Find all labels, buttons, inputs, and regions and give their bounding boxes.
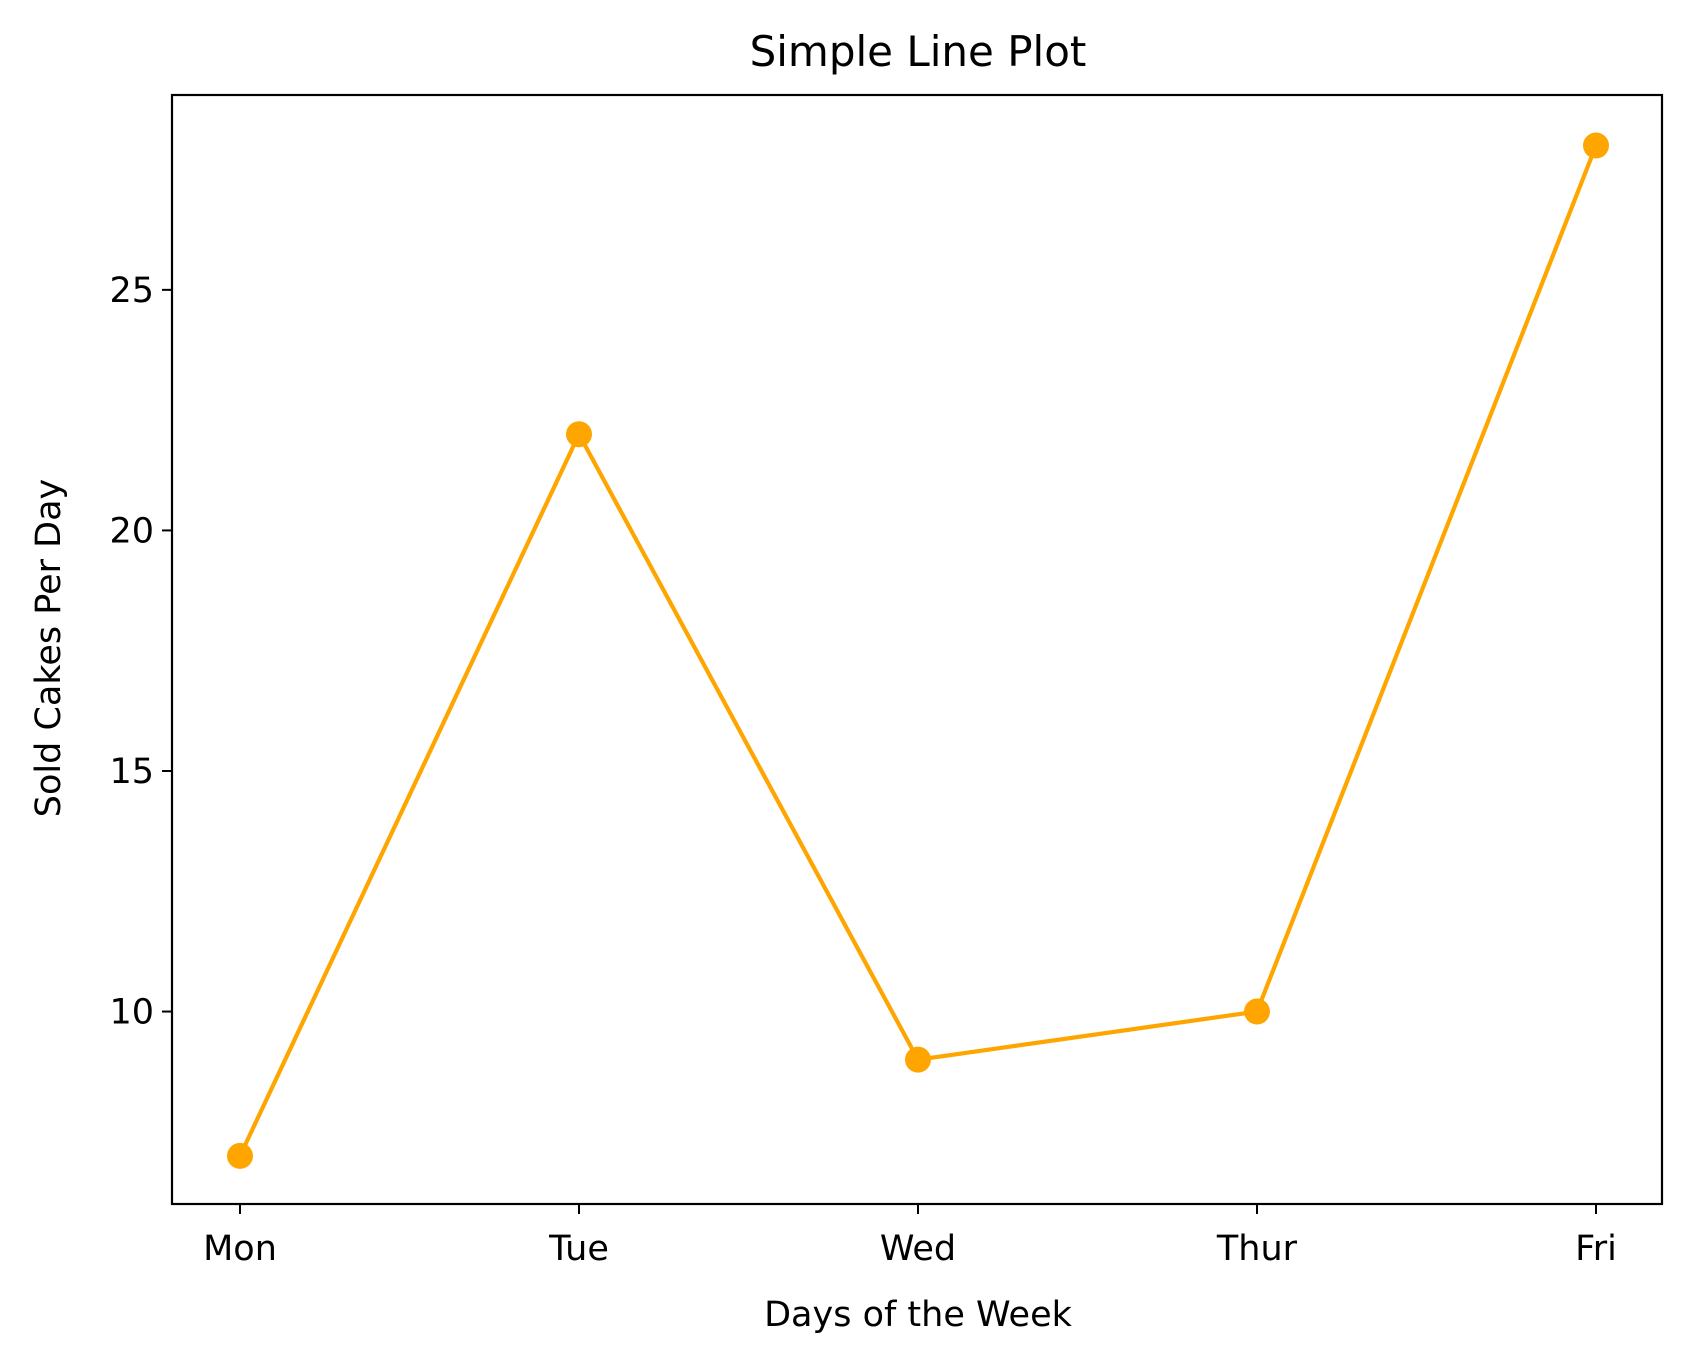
data-point (566, 421, 592, 448)
y-axis: 10 15 20 25 (109, 271, 172, 1033)
y-tick-label: 15 (109, 752, 154, 792)
x-axis: Mon Tue Wed Thur Fri (203, 1204, 1617, 1269)
series-layer (227, 132, 1609, 1169)
x-axis-label: Days of the Week (764, 1295, 1073, 1335)
data-point (1244, 998, 1270, 1025)
data-point (227, 1142, 253, 1169)
y-axis-label: Sold Cakes Per Day (29, 479, 69, 818)
x-tick-label: Thur (1216, 1229, 1298, 1269)
x-tick-label: Wed (880, 1229, 956, 1269)
y-tick-label: 10 (109, 993, 154, 1033)
x-tick-label: Mon (203, 1229, 277, 1269)
data-point (905, 1046, 931, 1073)
x-tick-label: Fri (1575, 1229, 1617, 1269)
data-point (1583, 132, 1609, 159)
x-tick-label: Tue (548, 1229, 609, 1269)
y-tick-label: 20 (109, 511, 154, 551)
chart-title: Simple Line Plot (750, 27, 1087, 76)
y-tick-label: 25 (109, 271, 154, 311)
